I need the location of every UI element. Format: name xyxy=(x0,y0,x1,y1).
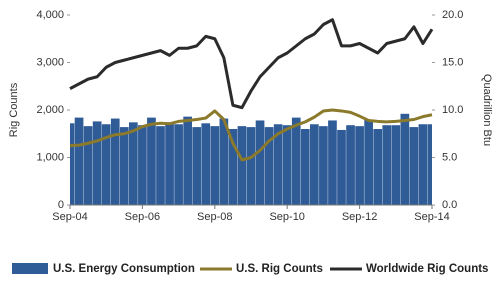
legend: U.S. Energy Consumption U.S. Rig Counts … xyxy=(12,263,488,275)
bar xyxy=(129,122,138,205)
bar xyxy=(282,125,292,205)
bar xyxy=(346,125,355,205)
bar xyxy=(355,126,364,205)
bar xyxy=(147,117,156,205)
y2-tick-label: 5.0 xyxy=(442,151,457,163)
bar xyxy=(291,117,301,205)
bar xyxy=(328,120,337,205)
plot xyxy=(70,113,432,205)
bar xyxy=(228,129,238,205)
y-tick-label: 3,000 xyxy=(36,56,64,68)
y2-tick-label: 15.0 xyxy=(442,56,463,68)
bar xyxy=(110,118,120,205)
bar xyxy=(382,125,392,205)
bar xyxy=(418,124,428,205)
legend-label: Worldwide Rig Counts xyxy=(366,263,488,275)
legend-label: U.S. Rig Counts xyxy=(236,263,323,275)
bar xyxy=(101,124,111,205)
bar xyxy=(391,125,401,205)
bar xyxy=(92,121,102,205)
bar xyxy=(273,124,283,205)
legend-label: U.S. Energy Consumption xyxy=(53,263,195,275)
y2-axis-title: Quadrillion Btu xyxy=(481,74,493,146)
bar xyxy=(70,123,75,205)
bar xyxy=(337,129,346,205)
bar xyxy=(400,113,410,205)
bar xyxy=(246,127,256,205)
bar xyxy=(373,129,383,205)
x-tick-label: Sep-10 xyxy=(269,211,304,223)
bar xyxy=(174,124,183,205)
y2-tick-label: 0.0 xyxy=(442,199,457,211)
y-axis-title: Rig Counts xyxy=(8,82,20,137)
bar xyxy=(83,126,93,205)
y2-tick-label: 10.0 xyxy=(442,104,463,116)
bar xyxy=(310,124,319,205)
bar xyxy=(409,127,419,205)
bar xyxy=(255,120,265,205)
y-tick-label: 1,000 xyxy=(36,151,64,163)
x-tick-label: Sep-06 xyxy=(125,211,160,223)
x-tick-label: Sep-14 xyxy=(414,211,449,223)
y-tick-label: 4,000 xyxy=(36,9,64,21)
bar xyxy=(364,119,373,205)
bar xyxy=(183,116,192,205)
bar xyxy=(201,123,211,205)
y-tick-label: 2,000 xyxy=(36,104,64,116)
bar xyxy=(119,127,129,205)
bar xyxy=(165,122,174,205)
x-tick-label: Sep-12 xyxy=(342,211,377,223)
bar xyxy=(156,126,165,205)
legend-swatch xyxy=(12,263,48,274)
bar xyxy=(300,129,310,205)
bar xyxy=(427,124,432,205)
bar xyxy=(219,118,229,205)
line xyxy=(69,108,433,162)
bar xyxy=(192,127,202,205)
bar xyxy=(264,127,274,205)
line xyxy=(69,18,434,110)
bar xyxy=(74,117,84,205)
bar xyxy=(237,126,247,205)
y-tick-label: 0 xyxy=(58,199,64,211)
y2-tick-label: 20.0 xyxy=(442,9,463,21)
bar xyxy=(210,126,220,205)
bar xyxy=(138,125,147,205)
x-tick-label: Sep-08 xyxy=(197,211,232,223)
bar xyxy=(319,126,328,205)
x-tick-label: Sep-04 xyxy=(52,211,87,223)
